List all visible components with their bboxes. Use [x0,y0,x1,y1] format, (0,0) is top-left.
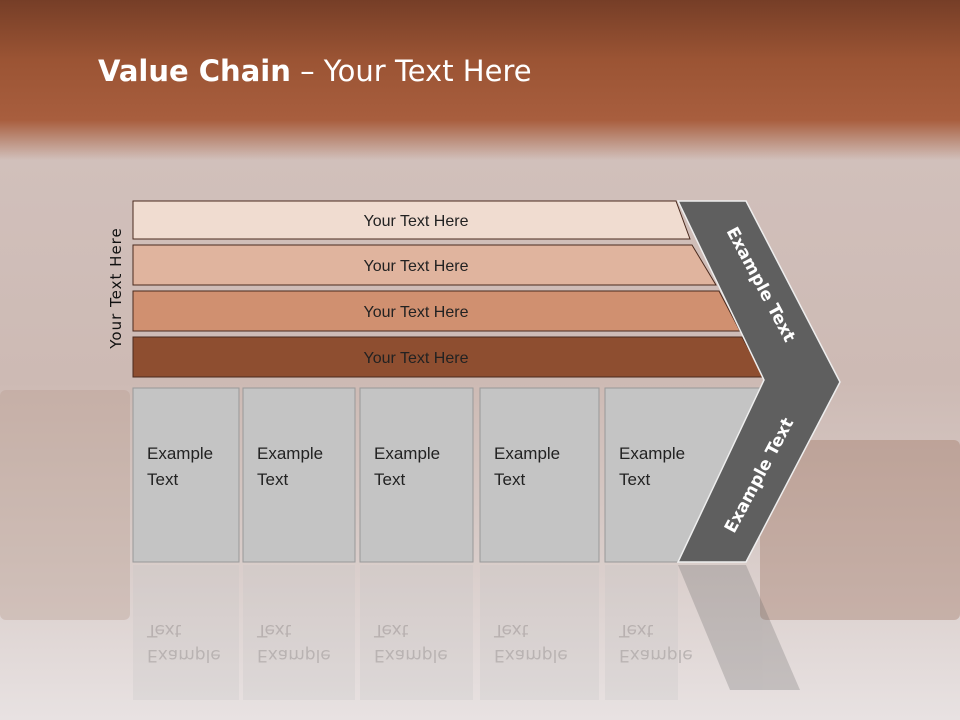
bar-2 [132,244,717,286]
bar-label: Your Text Here [364,258,469,275]
reflection-text: Example [619,645,693,665]
activity-box-2 [242,387,356,563]
reflection-text: Example [257,645,331,665]
activity-box-3 [359,387,474,563]
reflection-text: Text [373,620,409,640]
slide-title: Value Chain – Your Text Here [98,54,532,88]
box-label-line1: Example [374,444,440,463]
box-label-line2: Text [374,470,405,489]
box-label-line2: Text [619,470,650,489]
box-label-line1: Example [147,444,213,463]
box-reflection [133,565,239,700]
box-label-line2: Text [257,470,288,489]
reflection-text: Example [147,645,221,665]
box-label-line1: Example [494,444,560,463]
chevron-reflection [678,565,800,690]
box-label-line2: Text [494,470,525,489]
reflection-text: Example [374,645,448,665]
bar-label: Your Text Here [364,350,469,367]
box-label-line2: Text [147,470,178,489]
activity-box-4 [479,387,600,563]
reflection-text: Text [493,620,529,640]
margin-chevron [676,200,841,563]
reflection-text: Text [618,620,654,640]
box-reflection [605,565,678,700]
box-label-line1: Example [257,444,323,463]
box-reflection [480,565,599,700]
box-reflection [243,565,355,700]
background-cabinet [0,390,130,620]
reflection-text: Text [256,620,292,640]
bar-label: Your Text Here [364,304,469,321]
activity-box-1 [132,387,240,563]
box-reflection [360,565,473,700]
header-band [0,0,960,160]
bar-1 [132,200,691,240]
bar-label: Your Text Here [364,213,469,230]
reflection-text: Text [146,620,182,640]
reflection-text: Example [494,645,568,665]
box-label-line1: Example [619,444,685,463]
